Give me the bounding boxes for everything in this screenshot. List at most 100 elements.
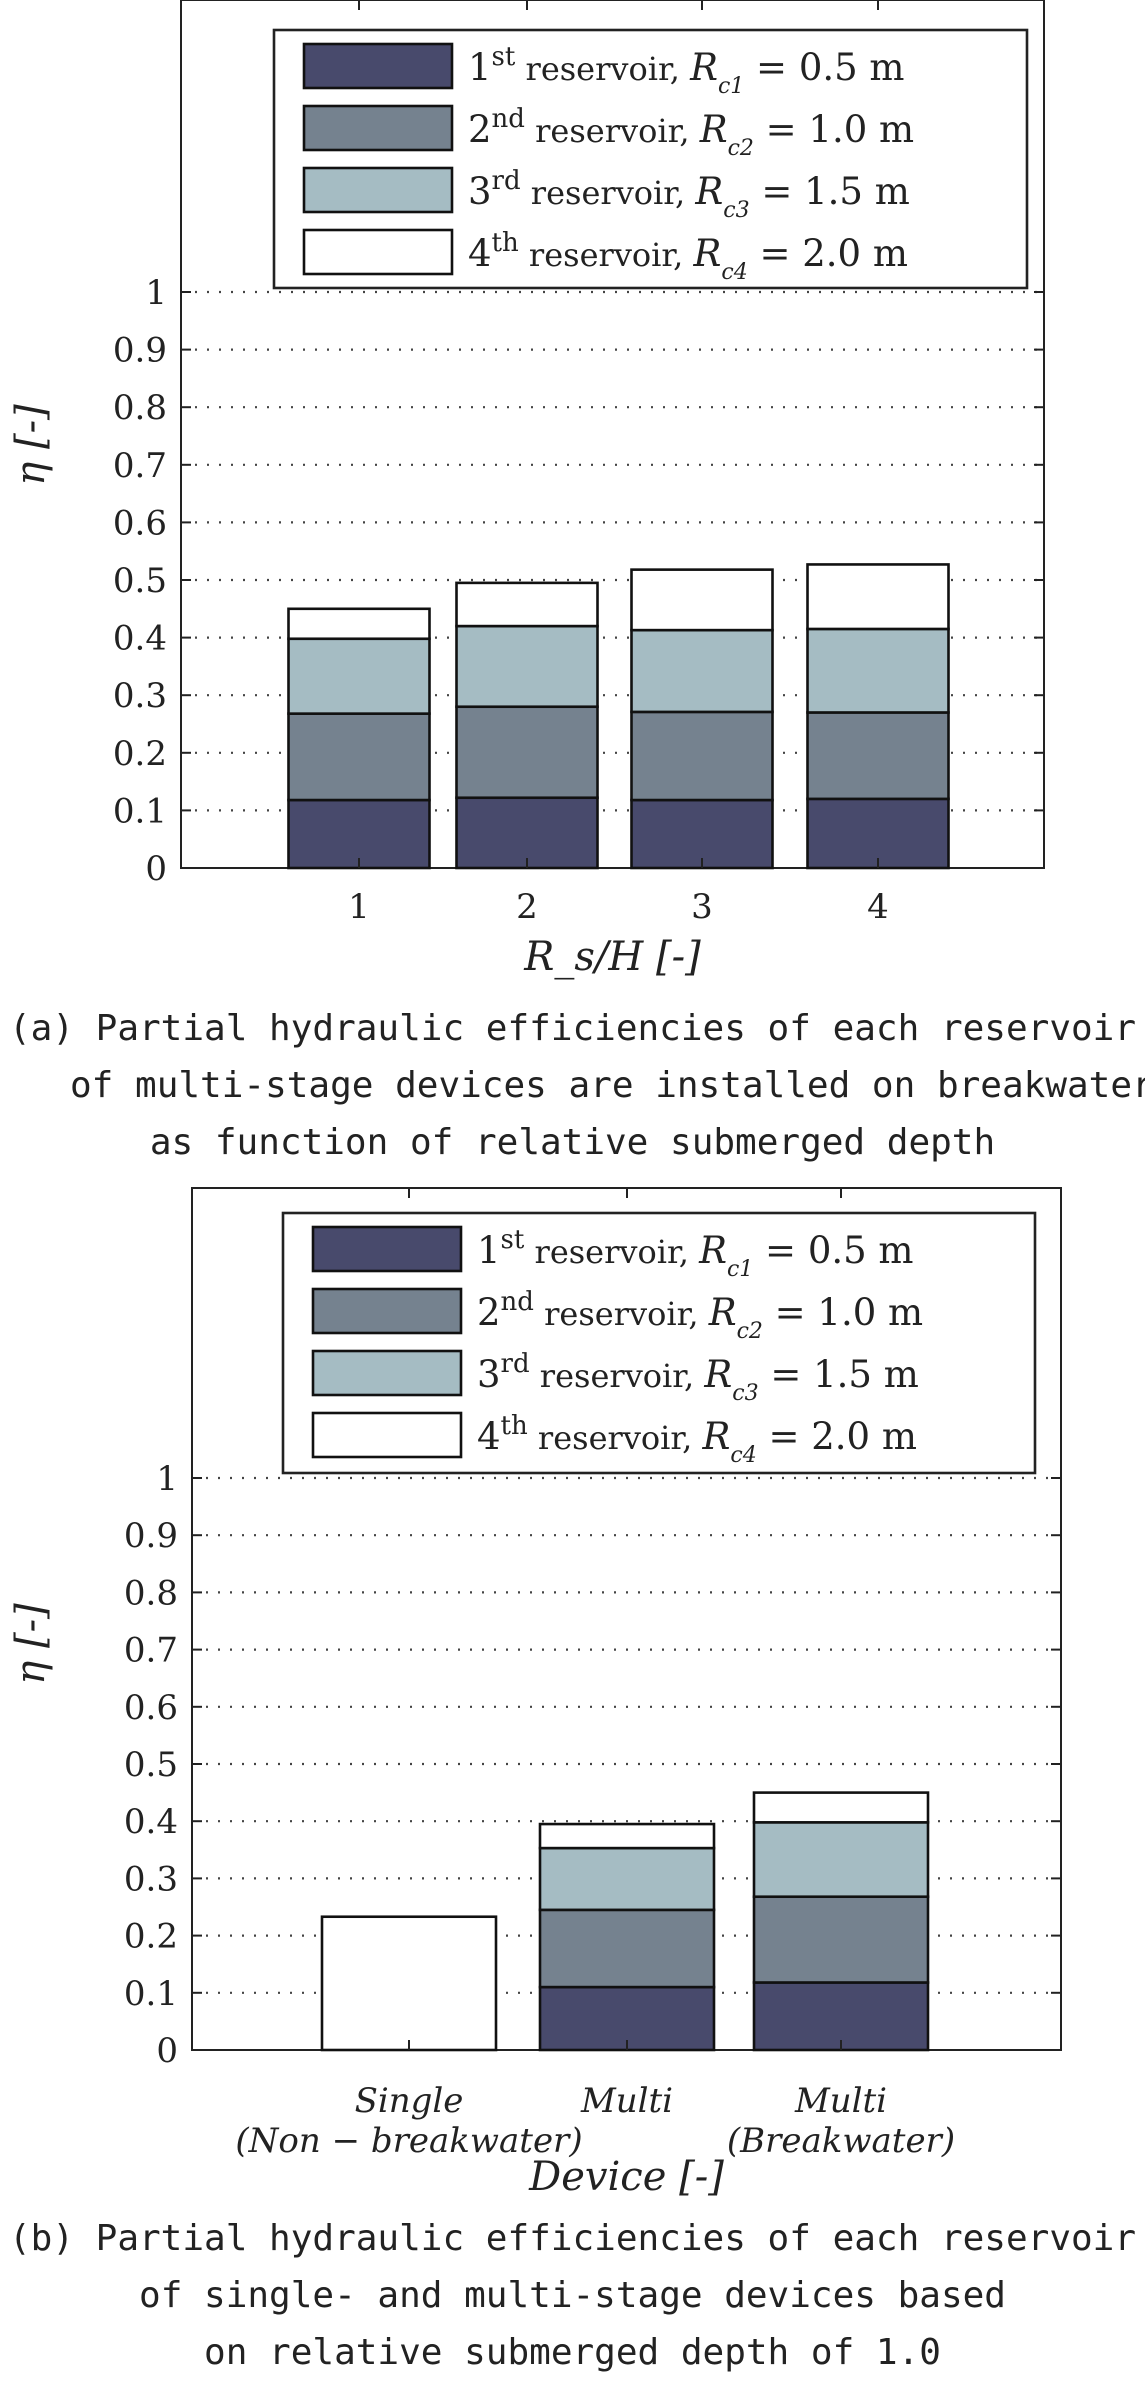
caption-a: (a) Partial hydraulic efficiencies of ea…	[0, 1000, 1145, 1171]
y-tick-label: 0.4	[113, 619, 167, 659]
legend-text-part: = 1.0 m	[763, 1291, 923, 1334]
legend-text-part: = 2.0 m	[757, 1415, 917, 1458]
legend-swatch-2	[311, 1287, 463, 1335]
bar-segment-series-2	[752, 1895, 930, 1984]
x-tick-label: Multi	[794, 2081, 887, 2121]
bar-segment-series-4	[630, 568, 774, 632]
legend-swatch-4	[311, 1411, 463, 1459]
y-tick-label: 0.3	[113, 676, 167, 716]
x-tick-label: 2	[516, 887, 538, 927]
bar-segment-series-3	[455, 624, 599, 709]
bar-segment-series-1	[455, 796, 599, 870]
legend-text-part: R	[693, 232, 722, 275]
y-tick-label: 0.7	[124, 1631, 178, 1671]
legend-text-part: 4	[477, 1415, 501, 1458]
bar-segment-series-2	[806, 711, 950, 801]
legend-text-part: = 2.0 m	[748, 232, 908, 275]
x-axis-label: R_s/H [-]	[523, 934, 701, 980]
legend-text-part: nd	[492, 104, 525, 134]
y-tick-label: 1	[145, 273, 167, 313]
y-tick-label: 0.6	[124, 1688, 178, 1728]
x-tick-label: (Breakwater)	[727, 2121, 955, 2161]
legend-label-4: 4th reservoir, Rc4 = 2.0 m	[468, 228, 908, 285]
bar-segment-series-3	[806, 627, 950, 714]
caption-a-line-3: as function of relative submerged depth	[149, 1122, 996, 1163]
caption-b: (b) Partial hydraulic efficiencies of ea…	[0, 2210, 1145, 2381]
bar-segment-series-3	[630, 628, 774, 714]
y-tick-label: 0.5	[113, 561, 167, 601]
legend-text-part: 3	[477, 1353, 501, 1396]
bar-segment-series-2	[538, 1908, 716, 1989]
bar-segment-series-1	[287, 798, 431, 870]
legend-text-part: R	[699, 108, 728, 151]
legend-text-part: rd	[492, 166, 521, 196]
caption-b-line-2: of single- and multi-stage devices based	[139, 2275, 1006, 2316]
y-axis-label: η [-]	[8, 404, 54, 486]
legend-text-part: R	[694, 170, 723, 213]
legend-text-part: R	[702, 1415, 731, 1458]
legend-text-part: st	[492, 42, 516, 72]
y-tick-label: 0	[145, 849, 167, 889]
legend-swatch-3	[302, 166, 454, 214]
legend-text-part: 3	[468, 170, 492, 213]
legend-text-part: = 1.0 m	[754, 108, 914, 151]
y-tick-label: 0.1	[113, 791, 167, 831]
bar-segment-series-3	[287, 637, 431, 715]
legend-label-2: 2nd reservoir, Rc2 = 1.0 m	[477, 1287, 923, 1344]
legend-text-part: = 1.5 m	[750, 170, 910, 213]
legend-text-part: reservoir,	[521, 174, 696, 212]
legend-text-part: reservoir,	[515, 50, 690, 88]
legend-swatch-1	[311, 1225, 463, 1273]
legend-text-part: reservoir,	[525, 112, 700, 150]
legend-text-part: c1	[718, 74, 744, 99]
bar-segment-series-4	[287, 607, 431, 641]
x-tick-label: 3	[691, 887, 713, 927]
y-tick-label: 0.3	[124, 1859, 178, 1899]
legend-text-part: reservoir,	[528, 1419, 703, 1457]
bar-segment-series-3	[752, 1821, 930, 1899]
y-tick-label: 0.4	[124, 1802, 178, 1842]
legend-swatch-4	[302, 228, 454, 276]
y-tick-label: 0.9	[113, 331, 167, 371]
bar-segment-series-4	[320, 1915, 498, 2052]
legend-text-part: R	[703, 1353, 732, 1396]
legend-label-4: 4th reservoir, Rc4 = 2.0 m	[477, 1411, 917, 1468]
legend-label-1: 1st reservoir, Rc1 = 0.5 m	[468, 42, 905, 99]
x-tick-label: 4	[867, 887, 889, 927]
legend-text-part: c4	[730, 1443, 756, 1468]
y-tick-label: 0.8	[113, 388, 167, 428]
legend-text-part: th	[501, 1411, 528, 1441]
legend-label-1: 1st reservoir, Rc1 = 0.5 m	[477, 1225, 914, 1282]
plot-frame	[180, 0, 1045, 869]
legend-text-part: reservoir,	[534, 1295, 709, 1333]
legend-text-part: = 0.5 m	[744, 46, 904, 89]
chart-panel-a: 0 0.1 0.2 0.3 0.4 0.5 0.6 0.7 0.8 0.9 1 η [-] 1 2 3 4 R_…	[8, 0, 1045, 980]
legend-label-3: 3rd reservoir, Rc3 = 1.5 m	[468, 166, 910, 223]
bar-segment-series-4	[455, 581, 599, 628]
legend-text-part: c3	[732, 1381, 758, 1406]
legend-text-part: c1	[727, 1257, 753, 1282]
bar-segment-series-2	[287, 712, 431, 802]
bar-segment-series-4	[806, 563, 950, 631]
caption-b-line-1: (b) Partial hydraulic efficiencies of ea…	[8, 2218, 1137, 2259]
legend-text-part: c2	[737, 1319, 763, 1344]
legend-text-part: 1	[477, 1229, 501, 1272]
legend-text-part: st	[501, 1225, 525, 1255]
caption-a-line-1: (a) Partial hydraulic efficiencies of ea…	[8, 1008, 1137, 1049]
legend-text-part: 2	[468, 108, 492, 151]
legend-text-part: 2	[477, 1291, 501, 1334]
legend-text-part: reservoir,	[530, 1357, 705, 1395]
bar-segment-series-3	[538, 1846, 716, 1912]
legend-text-part: th	[492, 228, 519, 258]
caption-b-line-3: on relative submerged depth of 1.0	[204, 2332, 941, 2373]
y-tick-label: 0.8	[124, 1573, 178, 1613]
legend-text-part: c3	[723, 198, 749, 223]
legend-swatch-3	[311, 1349, 463, 1397]
legend-text-part: rd	[501, 1349, 530, 1379]
x-axis-label: Device [-]	[528, 2154, 724, 2200]
y-tick-label: 0.1	[124, 1974, 178, 2014]
x-tick-label: Single	[355, 2081, 464, 2121]
legend-swatch-2	[302, 104, 454, 152]
